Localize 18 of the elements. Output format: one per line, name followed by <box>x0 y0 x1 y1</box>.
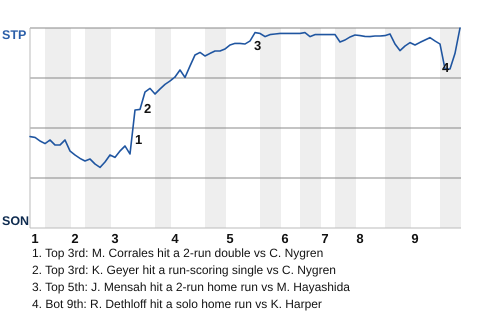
x-tick-label: 3 <box>111 231 119 246</box>
text: 4. Bot 9th: R. Dethloff hit a solo home run vs K. Harper <box>32 297 322 311</box>
text: SON <box>2 214 30 228</box>
x-tick-label: 1 <box>31 231 39 246</box>
annotation: 1 <box>135 132 142 147</box>
text: 2. Top 3rd: K. Geyer hit a run-scoring single vs C. Nygren <box>32 263 336 277</box>
x-tick-label: 6 <box>281 231 289 246</box>
text: 3. Top 5th: J. Mensah hit a 2-run home run vs M. Hayashida <box>32 280 350 294</box>
x-tick-label: 7 <box>321 231 329 246</box>
x-tick-label: 2 <box>71 231 79 246</box>
x-tick-label: 9 <box>411 231 419 246</box>
text: 1. Top 3rd: M. Corrales hit a 2-run double vs C. Nygren <box>32 246 324 260</box>
annotation: 3 <box>254 38 262 53</box>
text: STP <box>2 28 26 42</box>
x-tick-label: 5 <box>226 231 234 246</box>
annotation: 2 <box>144 101 152 116</box>
x-tick-label: 4 <box>171 231 180 246</box>
x-tick-label: 8 <box>356 231 364 246</box>
